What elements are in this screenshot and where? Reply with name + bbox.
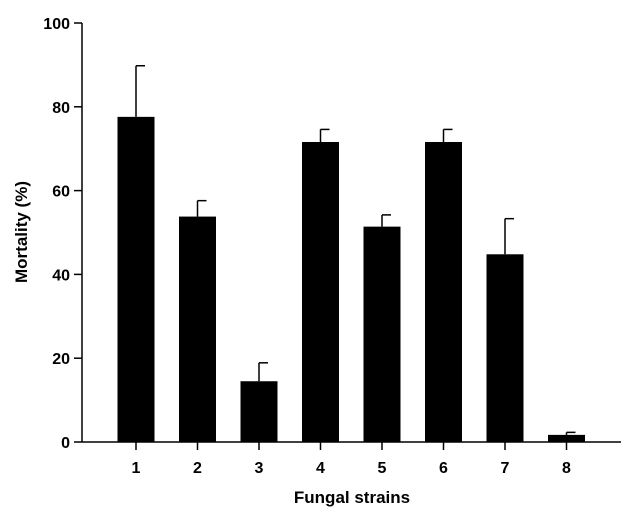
x-tick-label: 3 xyxy=(255,460,264,477)
error-bars xyxy=(135,64,576,435)
bar xyxy=(240,381,278,442)
x-tick-label: 2 xyxy=(193,460,202,477)
y-tick-label: 60 xyxy=(52,184,70,201)
y-tick-label: 0 xyxy=(61,435,70,452)
y-tick-label: 80 xyxy=(52,100,70,117)
bar xyxy=(548,434,585,442)
x-tick-label: 7 xyxy=(501,460,510,477)
y-tick-label: 20 xyxy=(52,351,70,368)
x-axis: 1 2 3 4 5 6 7 8 xyxy=(82,441,621,477)
y-tick-label: 100 xyxy=(43,16,70,33)
x-axis-title: Fungal strains xyxy=(294,488,410,507)
bar xyxy=(486,254,524,442)
y-axis: 0 20 40 60 80 100 xyxy=(43,16,83,452)
bar xyxy=(117,116,155,442)
x-tick-label: 5 xyxy=(378,460,387,477)
x-tick-label: 4 xyxy=(316,460,325,477)
bar xyxy=(179,216,216,442)
bar xyxy=(363,226,401,442)
y-axis-title: Mortality (%) xyxy=(12,181,31,283)
x-tick-label: 8 xyxy=(562,460,571,477)
x-tick-label: 1 xyxy=(132,460,141,477)
bar xyxy=(302,141,339,442)
x-tick-label: 6 xyxy=(439,460,448,477)
y-tick-label: 40 xyxy=(52,267,70,284)
bar xyxy=(425,141,462,442)
bars xyxy=(117,116,585,442)
